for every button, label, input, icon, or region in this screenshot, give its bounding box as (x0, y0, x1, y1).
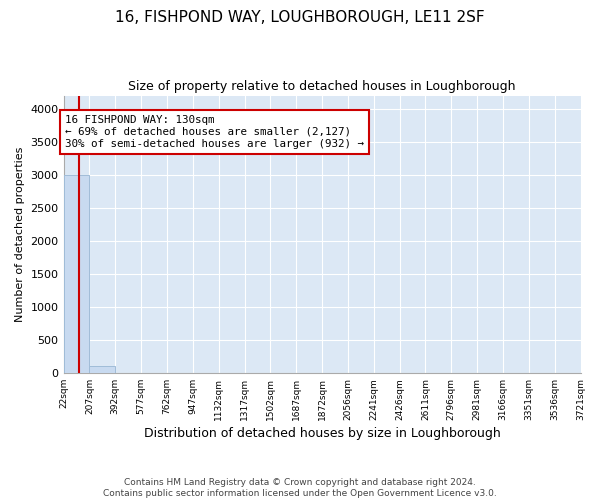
Y-axis label: Number of detached properties: Number of detached properties (15, 146, 25, 322)
Text: 16, FISHPOND WAY, LOUGHBOROUGH, LE11 2SF: 16, FISHPOND WAY, LOUGHBOROUGH, LE11 2SF (115, 10, 485, 25)
Bar (89, 366, 115, 373)
X-axis label: Distribution of detached houses by size in Loughborough: Distribution of detached houses by size … (143, 427, 500, 440)
Text: Contains HM Land Registry data © Crown copyright and database right 2024.
Contai: Contains HM Land Registry data © Crown c… (103, 478, 497, 498)
Bar (64, 175, 89, 373)
Text: 16 FISHPOND WAY: 130sqm
← 69% of detached houses are smaller (2,127)
30% of semi: 16 FISHPOND WAY: 130sqm ← 69% of detache… (65, 116, 364, 148)
Title: Size of property relative to detached houses in Loughborough: Size of property relative to detached ho… (128, 80, 516, 93)
